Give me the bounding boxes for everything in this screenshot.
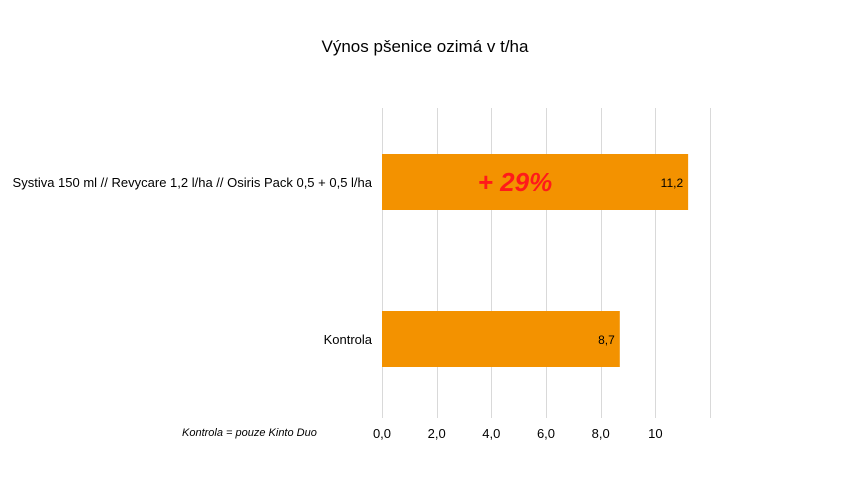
footnote: Kontrola = pouze Kinto Duo — [182, 427, 317, 439]
increase-annotation: + 29% — [478, 167, 552, 197]
data-label: 8,7 — [598, 333, 615, 347]
x-tick-label: 0,0 — [373, 426, 391, 441]
bars — [382, 154, 689, 367]
x-tick-label: 4,0 — [482, 426, 500, 441]
x-tick-label: 2,0 — [428, 426, 446, 441]
x-tick-label: 6,0 — [537, 426, 555, 441]
category-label: Kontrola — [324, 332, 373, 347]
x-tick-label: 8,0 — [592, 426, 610, 441]
labels: 0,0 2,0 4,0 6,0 8,0 10 Systiva 150 ml // Revyc… — [13, 167, 684, 441]
x-tick-label: 10 — [648, 426, 662, 441]
data-label: 11,2 — [661, 176, 684, 190]
category-label: Systiva 150 ml // Revycare 1,2 l/ha // O… — [13, 175, 373, 190]
bar-0 — [382, 154, 689, 210]
bar-1 — [382, 311, 620, 367]
chart-title: Výnos pšenice ozimá v t/ha — [322, 37, 529, 56]
